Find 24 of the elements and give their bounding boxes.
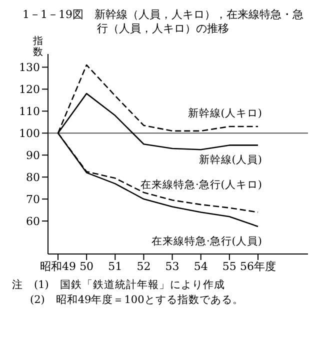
y-tick-label: 90 xyxy=(26,149,40,162)
series-label: 在来線特急·急行(人員) xyxy=(151,234,262,248)
text: 注 (1) 国鉄「鉄道統計年報」により作成 xyxy=(11,278,226,293)
x-tick-label: 51 xyxy=(108,260,122,273)
y-tick-label: 100 xyxy=(19,127,40,140)
text: (2) 昭和49年度＝100とする指数である。 xyxy=(29,293,244,308)
x-tick-label: 56年度 xyxy=(240,260,276,273)
x-tick-label: 54 xyxy=(194,260,208,273)
y-tick-label: 120 xyxy=(19,83,40,96)
series-label: 在来線特急·急行(人キロ) xyxy=(140,178,262,192)
y-tick-label: 130 xyxy=(19,61,40,74)
series-label: 新幹線(人キロ) xyxy=(188,106,262,120)
y-tick-label: 80 xyxy=(26,170,40,184)
x-tick-label: 50 xyxy=(80,260,94,273)
y-tick-label: 70 xyxy=(26,192,40,206)
x-tick-label: 52 xyxy=(136,260,151,273)
y-tick-label: 60 xyxy=(26,214,40,228)
x-tick-label: 55 xyxy=(222,260,236,273)
x-tick-label: 53 xyxy=(165,260,180,273)
x-tick-label: 昭和49 xyxy=(40,260,76,273)
series-label: 新幹線(人員) xyxy=(198,153,262,166)
y-axis-title: 指数 xyxy=(32,36,44,58)
chart-title: 1－1－19図 新幹線（人員，人キロ），在来線特急・急行（人員，人キロ）の推移 xyxy=(22,8,304,36)
y-tick-label: 110 xyxy=(19,105,40,118)
